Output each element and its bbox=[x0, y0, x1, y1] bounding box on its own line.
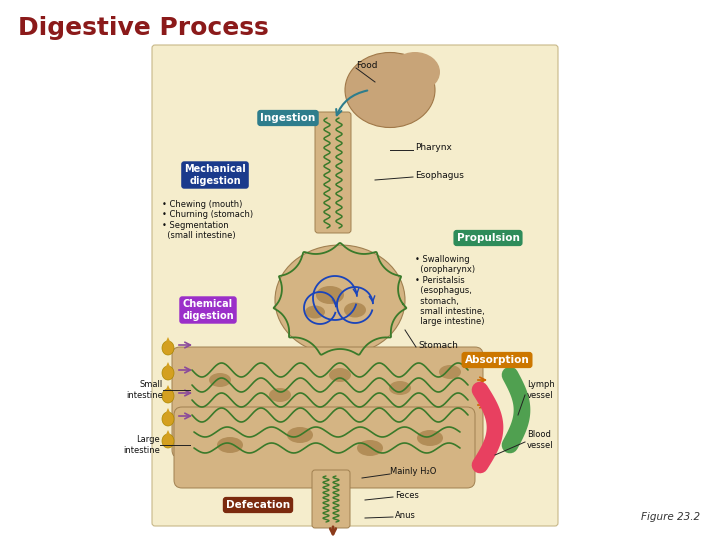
Text: Small
intestine: Small intestine bbox=[126, 380, 163, 400]
Text: Stomach: Stomach bbox=[418, 341, 458, 349]
Polygon shape bbox=[164, 385, 172, 394]
Ellipse shape bbox=[162, 341, 174, 355]
Text: Blood
vessel: Blood vessel bbox=[527, 430, 554, 450]
Text: Figure 23.2: Figure 23.2 bbox=[641, 512, 700, 522]
Ellipse shape bbox=[357, 440, 383, 456]
Ellipse shape bbox=[209, 373, 231, 387]
Ellipse shape bbox=[305, 306, 325, 319]
Text: Defecation: Defecation bbox=[226, 500, 290, 510]
Ellipse shape bbox=[162, 412, 174, 426]
Text: Absorption: Absorption bbox=[464, 355, 529, 365]
Text: Pharynx: Pharynx bbox=[415, 144, 452, 152]
Text: Anus: Anus bbox=[395, 510, 416, 519]
Text: Ingestion: Ingestion bbox=[261, 113, 315, 123]
Ellipse shape bbox=[417, 430, 443, 446]
Polygon shape bbox=[164, 337, 172, 346]
Ellipse shape bbox=[275, 245, 405, 355]
Polygon shape bbox=[164, 430, 172, 439]
FancyBboxPatch shape bbox=[174, 407, 475, 488]
FancyBboxPatch shape bbox=[315, 112, 351, 233]
FancyBboxPatch shape bbox=[172, 347, 483, 458]
Text: Propulsion: Propulsion bbox=[456, 233, 519, 243]
Ellipse shape bbox=[162, 434, 174, 448]
Text: • Swallowing
  (oropharynx)
• Peristalsis
  (esophagus,
  stomach,
  small intes: • Swallowing (oropharynx) • Peristalsis … bbox=[415, 255, 485, 326]
Text: Food: Food bbox=[356, 60, 377, 70]
Ellipse shape bbox=[345, 52, 435, 127]
Polygon shape bbox=[164, 362, 172, 371]
Polygon shape bbox=[164, 408, 172, 417]
Ellipse shape bbox=[162, 366, 174, 380]
Ellipse shape bbox=[439, 365, 461, 379]
Text: Mainly H₂O: Mainly H₂O bbox=[390, 468, 436, 476]
Ellipse shape bbox=[329, 368, 351, 382]
Ellipse shape bbox=[344, 302, 366, 318]
Ellipse shape bbox=[389, 381, 411, 395]
Ellipse shape bbox=[287, 427, 313, 443]
Text: Esophagus: Esophagus bbox=[415, 171, 464, 179]
Text: Digestive Process: Digestive Process bbox=[18, 16, 269, 40]
Text: Mechanical
digestion: Mechanical digestion bbox=[184, 164, 246, 186]
Text: Large
intestine: Large intestine bbox=[123, 435, 160, 455]
Ellipse shape bbox=[162, 389, 174, 403]
Text: Chemical
digestion: Chemical digestion bbox=[182, 299, 234, 321]
Ellipse shape bbox=[269, 388, 291, 402]
FancyBboxPatch shape bbox=[152, 45, 558, 526]
Ellipse shape bbox=[390, 52, 440, 92]
FancyBboxPatch shape bbox=[312, 470, 350, 528]
Ellipse shape bbox=[217, 437, 243, 453]
Ellipse shape bbox=[316, 286, 344, 304]
Text: Lymph
vessel: Lymph vessel bbox=[527, 380, 554, 400]
Text: • Chewing (mouth)
• Churning (stomach)
• Segmentation
  (small intestine): • Chewing (mouth) • Churning (stomach) •… bbox=[162, 200, 253, 240]
Text: Feces: Feces bbox=[395, 490, 419, 500]
